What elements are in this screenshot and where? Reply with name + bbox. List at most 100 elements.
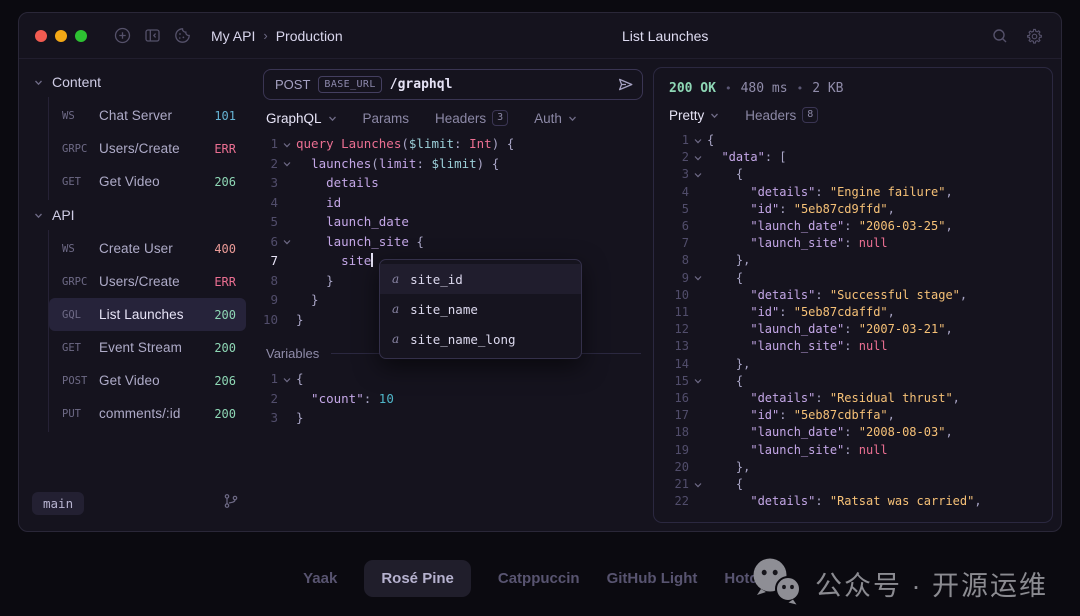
code-line[interactable]: 8 }, [669,252,1052,269]
code-line[interactable]: 15 { [669,373,1052,390]
response-json-viewer[interactable]: 1{2 "data": [3 {4 "details": "Engine fai… [669,132,1052,510]
line-number: 7 [681,236,689,251]
settings-gear-icon[interactable] [1019,22,1049,50]
code-text: site [296,251,373,271]
theme-button-yaak[interactable]: Yaak [303,569,338,587]
fold-chevron-icon[interactable] [689,149,707,166]
sidebar-item-chat-server[interactable]: WS Chat Server 101 [49,99,246,132]
code-line[interactable]: 4 "details": "Engine failure", [669,184,1052,201]
sidebar-item-users-create[interactable]: GRPC Users/Create ERR [49,132,246,165]
git-branch-button[interactable]: main [32,492,85,515]
fold-chevron-icon[interactable] [278,369,296,389]
line-number: 2 [270,155,278,171]
code-line[interactable]: 17 "id": "5eb87cdbffa", [669,407,1052,424]
code-line[interactable]: 14 }, [669,356,1052,373]
graphql-query-editor[interactable]: 1 query Launches($limit: Int) {2 launches… [263,134,643,329]
code-line[interactable]: 1{ [669,132,1052,149]
cookie-icon[interactable] [167,22,197,50]
code-line[interactable]: 21 { [669,476,1052,493]
code-line[interactable]: 9 } [263,290,643,310]
fold-chevron-icon[interactable] [689,132,707,149]
environment-name[interactable]: Production [275,27,343,44]
code-line[interactable]: 11 "id": "5eb87cdaffd", [669,304,1052,321]
code-line[interactable]: 7 "launch_site": null [669,235,1052,252]
gutter-spacer [689,321,707,338]
tab-headers[interactable]: Headers 8 [745,107,819,123]
code-line[interactable]: 2 "data": [ [669,149,1052,166]
code-line[interactable]: 2 launches(limit: $limit) { [263,154,643,174]
theme-button-catppuccin[interactable]: Catppuccin [497,569,580,587]
request-method[interactable]: POST [275,77,311,92]
sidebar-item-create-user[interactable]: WS Create User 400 [49,232,246,265]
theme-button-github-light[interactable]: GitHub Light [606,569,698,587]
request-path[interactable]: /graphql [389,77,453,92]
toggle-sidebar-icon[interactable] [137,22,167,50]
code-line[interactable]: 1 query Launches($limit: Int) { [263,134,643,154]
tab-params[interactable]: Params [363,111,410,126]
sidebar-item-list-launches[interactable]: GQL List Launches 200 [49,298,246,331]
new-request-icon[interactable] [107,22,137,50]
code-line[interactable]: 10} [263,310,643,330]
code-line[interactable]: 5 "id": "5eb87cd9ffd", [669,201,1052,218]
fold-chevron-icon[interactable] [689,166,707,183]
line-number: 9 [681,270,689,285]
autocomplete-item-site_id[interactable]: a site_id [380,264,581,294]
code-line[interactable]: 19 "launch_site": null [669,442,1052,459]
tab-graphql[interactable]: GraphQL [266,111,337,126]
code-line[interactable]: 22 "details": "Ratsat was carried", [669,493,1052,510]
close-window-button[interactable] [35,29,47,42]
code-line[interactable]: 8 } [263,271,643,291]
theme-button-ros-pine[interactable]: Rosé Pine [364,559,471,597]
search-icon[interactable] [985,22,1015,50]
code-line[interactable]: 3} [263,408,643,428]
zoom-window-button[interactable] [75,29,87,42]
fold-chevron-icon[interactable] [689,476,707,493]
code-line[interactable]: 13 "launch_site": null [669,338,1052,355]
sidebar-item-event-stream[interactable]: GET Event Stream 200 [49,331,246,364]
git-branch-icon[interactable] [223,493,239,514]
code-line[interactable]: 6 launch_site { [263,232,643,252]
code-line[interactable]: 10 "details": "Successful stage", [669,287,1052,304]
code-line[interactable]: 3 { [669,166,1052,183]
code-line[interactable]: 3 details [263,173,643,193]
code-line[interactable]: 20 }, [669,459,1052,476]
sidebar-item-users-create[interactable]: GRPC Users/Create ERR [49,265,246,298]
fold-chevron-icon[interactable] [278,154,296,174]
tab-auth[interactable]: Auth [534,111,577,126]
minimize-window-button[interactable] [55,29,67,42]
code-line[interactable]: 12 "launch_date": "2007-03-21", [669,321,1052,338]
variables-editor[interactable]: 1{2 "count": 10 3} [263,369,643,428]
url-bar[interactable]: POST BASE_URL /graphql [263,69,643,100]
separator-dot: • [796,82,804,95]
tab-pretty[interactable]: Pretty [669,108,719,123]
workspace-name[interactable]: My API [211,27,256,44]
sidebar-section-header[interactable]: Content [19,67,253,97]
code-line[interactable]: 9 { [669,270,1052,287]
code-line[interactable]: 18 "launch_date": "2008-08-03", [669,424,1052,441]
code-line[interactable]: 1{ [263,369,643,389]
fold-chevron-icon[interactable] [689,373,707,390]
code-line[interactable]: 7 site [263,251,643,271]
sidebar-item-comments-id[interactable]: PUT comments/:id 200 [49,397,246,430]
response-size: 2 KB [812,81,844,96]
code-line[interactable]: 4 id [263,193,643,213]
code-line[interactable]: 6 "launch_date": "2006-03-25", [669,218,1052,235]
autocomplete-item-site_name[interactable]: a site_name [380,294,581,324]
code-line[interactable]: 2 "count": 10 [263,389,643,409]
sidebar-item-get-video[interactable]: GET Get Video 206 [49,165,246,198]
send-request-icon[interactable] [617,76,634,93]
gutter-spacer [689,493,707,510]
request-name: Get Video [99,373,160,388]
sidebar-section-header[interactable]: API [19,200,253,230]
watermark: 公众号 · 开源运维 [749,556,1048,611]
fold-chevron-icon[interactable] [689,270,707,287]
base-url-chip[interactable]: BASE_URL [318,75,382,94]
fold-chevron-icon[interactable] [278,134,296,154]
fold-chevron-icon[interactable] [278,232,296,252]
tab-headers[interactable]: Headers 3 [435,110,509,126]
code-line[interactable]: 16 "details": "Residual thrust", [669,390,1052,407]
token: $limit [431,155,477,171]
sidebar-item-get-video[interactable]: POST Get Video 206 [49,364,246,397]
code-line[interactable]: 5 launch_date [263,212,643,232]
autocomplete-item-site_name_long[interactable]: a site_name_long [380,324,581,354]
